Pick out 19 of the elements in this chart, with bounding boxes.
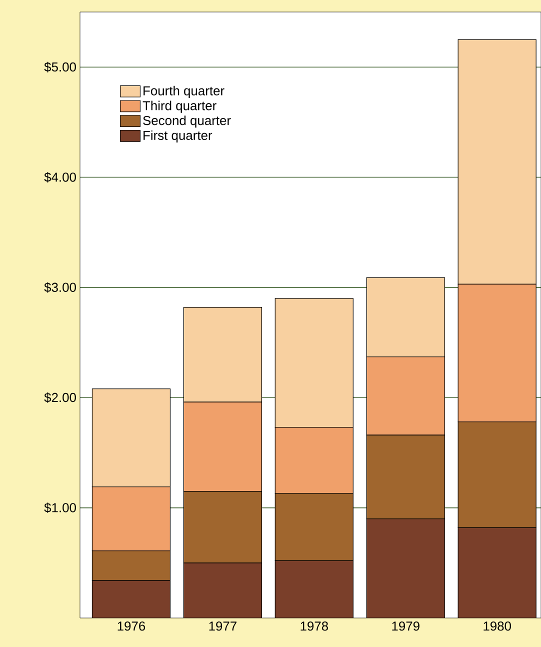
x-tick-label: 1976: [118, 622, 145, 631]
y-tick-label: $2.00: [44, 392, 76, 403]
legend-label: Third quarter: [142, 100, 216, 113]
bar: [184, 562, 262, 618]
y-tick-label: $3.00: [44, 282, 76, 293]
legend-label: Fourth quarter: [143, 86, 224, 98]
x-tick-label: 1978: [300, 622, 328, 631]
y-tick-label: $4.00: [44, 172, 76, 183]
x-tick-label: 1977: [209, 622, 236, 631]
bar: [92, 580, 170, 618]
y-tick-label: $1.00: [44, 502, 76, 514]
bar: [274, 560, 353, 618]
bar: [366, 518, 444, 618]
x-tick-label: 1979: [392, 622, 420, 631]
bar: [458, 527, 536, 618]
legend-label: Second quarter: [142, 116, 231, 128]
legend-label: First quarter: [143, 130, 212, 143]
y-tick-label: $5.00: [44, 62, 76, 72]
x-tick-label: 1980: [483, 622, 511, 631]
